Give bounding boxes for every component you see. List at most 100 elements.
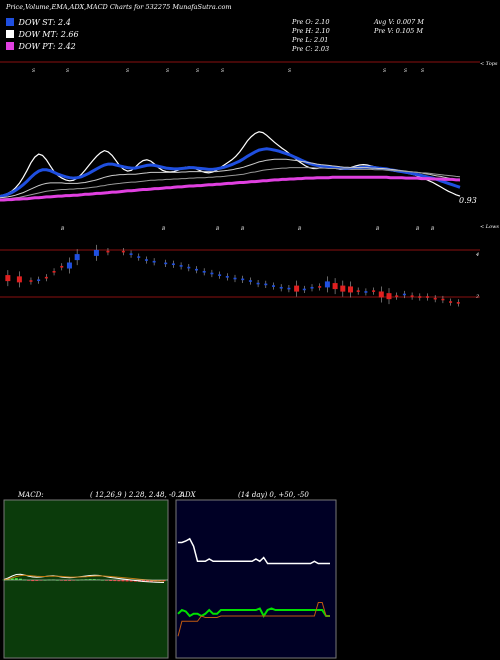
- sell-mark-1: S: [66, 68, 69, 74]
- sell-mark-6: S: [288, 68, 291, 74]
- dow-candle-14: [144, 259, 148, 261]
- dow-candle-36: [318, 286, 322, 288]
- buy-mark-7: B: [430, 226, 435, 232]
- buy-mark-4: B: [297, 226, 302, 232]
- dow-candle-2: [29, 280, 33, 282]
- macd-hist-bar-20: [84, 579, 88, 580]
- dow-candle-3: [37, 279, 41, 281]
- dow-candle-25: [233, 277, 237, 280]
- macd-hist-bar-35: [146, 580, 150, 582]
- macd-hist-bar-4: [18, 578, 22, 580]
- macd-hist-bar-31: [129, 580, 133, 582]
- sell-mark-0: S: [32, 68, 35, 74]
- dow-candle-21: [202, 271, 206, 273]
- macd-params: ( 12,26,9 ) 2.28, 2.48, -0.2: [90, 491, 183, 499]
- buy-mark-1: B: [161, 226, 166, 232]
- dow-candle-7: [66, 262, 72, 269]
- adx-panel: [175, 499, 337, 659]
- macd-hist-bar-22: [92, 579, 96, 580]
- price-ema-line-2: [0, 158, 461, 199]
- dow-candle-37: [324, 281, 330, 288]
- sell-mark-3: S: [166, 68, 169, 74]
- macd-hist-bar-26: [109, 580, 113, 581]
- price-lines: [0, 131, 461, 202]
- legend-label-mt: DOW MT: 2.66: [18, 30, 79, 39]
- legend-dow-st: DOW ST: 2.4: [6, 18, 71, 27]
- dow-candle-13: [137, 256, 141, 258]
- signal-marks: S S S S S S S S S S B B B B B B B B: [32, 68, 435, 232]
- sell-mark-2: S: [126, 68, 129, 74]
- dow-candle-44: [378, 291, 384, 298]
- macd-hist-bar-39: [162, 580, 166, 582]
- dow-candle-47: [402, 293, 406, 296]
- sell-mark-5: S: [221, 68, 224, 74]
- quote-open: Pre O: 2.10: [292, 18, 330, 26]
- adx-title: ADX: [180, 491, 196, 499]
- dow-candle-53: [449, 301, 453, 303]
- macd-series: [2, 573, 168, 583]
- macd-hist-bar-25: [105, 580, 109, 581]
- tops-label: < Tops: [480, 61, 498, 67]
- dow-candle-20: [195, 268, 198, 271]
- dow-candle-18: [179, 265, 183, 267]
- dow-candle-15: [152, 260, 156, 263]
- dow-candle-29: [264, 283, 268, 286]
- dow-candle-46: [395, 295, 399, 297]
- legend-dow-pt: DOW PT: 2.42: [6, 42, 76, 51]
- macd-hist-bar-7: [31, 580, 35, 582]
- dow-candle-17: [171, 263, 175, 266]
- dow-candle-38: [332, 283, 338, 290]
- dow-candle-31: [279, 286, 283, 289]
- dow-candle-54: [456, 302, 460, 304]
- quote-high: Pre H: 2.10: [292, 27, 330, 35]
- dow-candle-11: [121, 250, 125, 253]
- legend-label-st: DOW ST: 2.4: [18, 18, 71, 27]
- dow-candles: [5, 244, 460, 307]
- buy-mark-0: B: [60, 226, 65, 232]
- quote-pre-volume: Pre V: 0.105 M: [374, 27, 424, 35]
- legend-dow-mt: DOW MT: 2.66: [6, 30, 79, 39]
- adx-line-1: [177, 607, 330, 618]
- macd-hist-bar-15: [64, 580, 68, 581]
- dow-candle-34: [302, 288, 306, 291]
- chart-header-title: Price,Volume,EMA,ADX,MACD Charts for 532…: [6, 3, 232, 11]
- macd-hist-bar-21: [88, 579, 92, 580]
- macd-hist-bar-8: [35, 580, 39, 581]
- quote-avg-volume: Avg V: 0.007 M: [374, 18, 424, 26]
- dow-candle-4: [44, 276, 48, 279]
- price-ema-line-4: [0, 175, 460, 202]
- macd-hist-bar-3: [14, 578, 18, 580]
- dow-candle-35: [310, 286, 314, 289]
- legend-swatch-mt: [6, 30, 14, 38]
- adx-line-2: [177, 602, 330, 637]
- sell-mark-9: S: [421, 68, 424, 74]
- macd-hist-bar-14: [59, 580, 63, 581]
- macd-hist-bar-2: [10, 578, 14, 580]
- macd-title: MACD:: [18, 491, 44, 499]
- dow-candle-1: [16, 276, 22, 283]
- macd-hist-bar-6: [27, 580, 31, 581]
- macd-hist-bar-16: [68, 580, 72, 581]
- level-4-label: 4: [476, 252, 480, 258]
- quote-close: Pre C: 2.03: [292, 45, 330, 53]
- legend-label-pt: DOW PT: 2.42: [18, 42, 76, 51]
- dow-candle-49: [418, 296, 422, 298]
- macd-hist-bar-34: [141, 580, 145, 582]
- dow-candle-40: [348, 286, 353, 293]
- macd-panel: [3, 499, 169, 659]
- adx-params: (14 day) 0, +50, -50: [238, 491, 309, 499]
- dow-candle-45: [386, 293, 392, 300]
- dow-candle-52: [441, 298, 445, 301]
- legend-swatch-pt: [6, 42, 14, 50]
- buy-mark-6: B: [415, 226, 420, 232]
- dow-candle-50: [426, 296, 429, 298]
- dow-candle-28: [256, 282, 260, 285]
- dow-candle-26: [241, 278, 245, 281]
- dow-candle-51: [433, 297, 437, 300]
- buy-mark-3: B: [240, 226, 245, 232]
- dow-candle-22: [210, 272, 214, 275]
- dow-candle-6: [60, 265, 64, 268]
- sell-mark-4: S: [196, 68, 199, 74]
- lows-label: < Lows: [480, 224, 499, 230]
